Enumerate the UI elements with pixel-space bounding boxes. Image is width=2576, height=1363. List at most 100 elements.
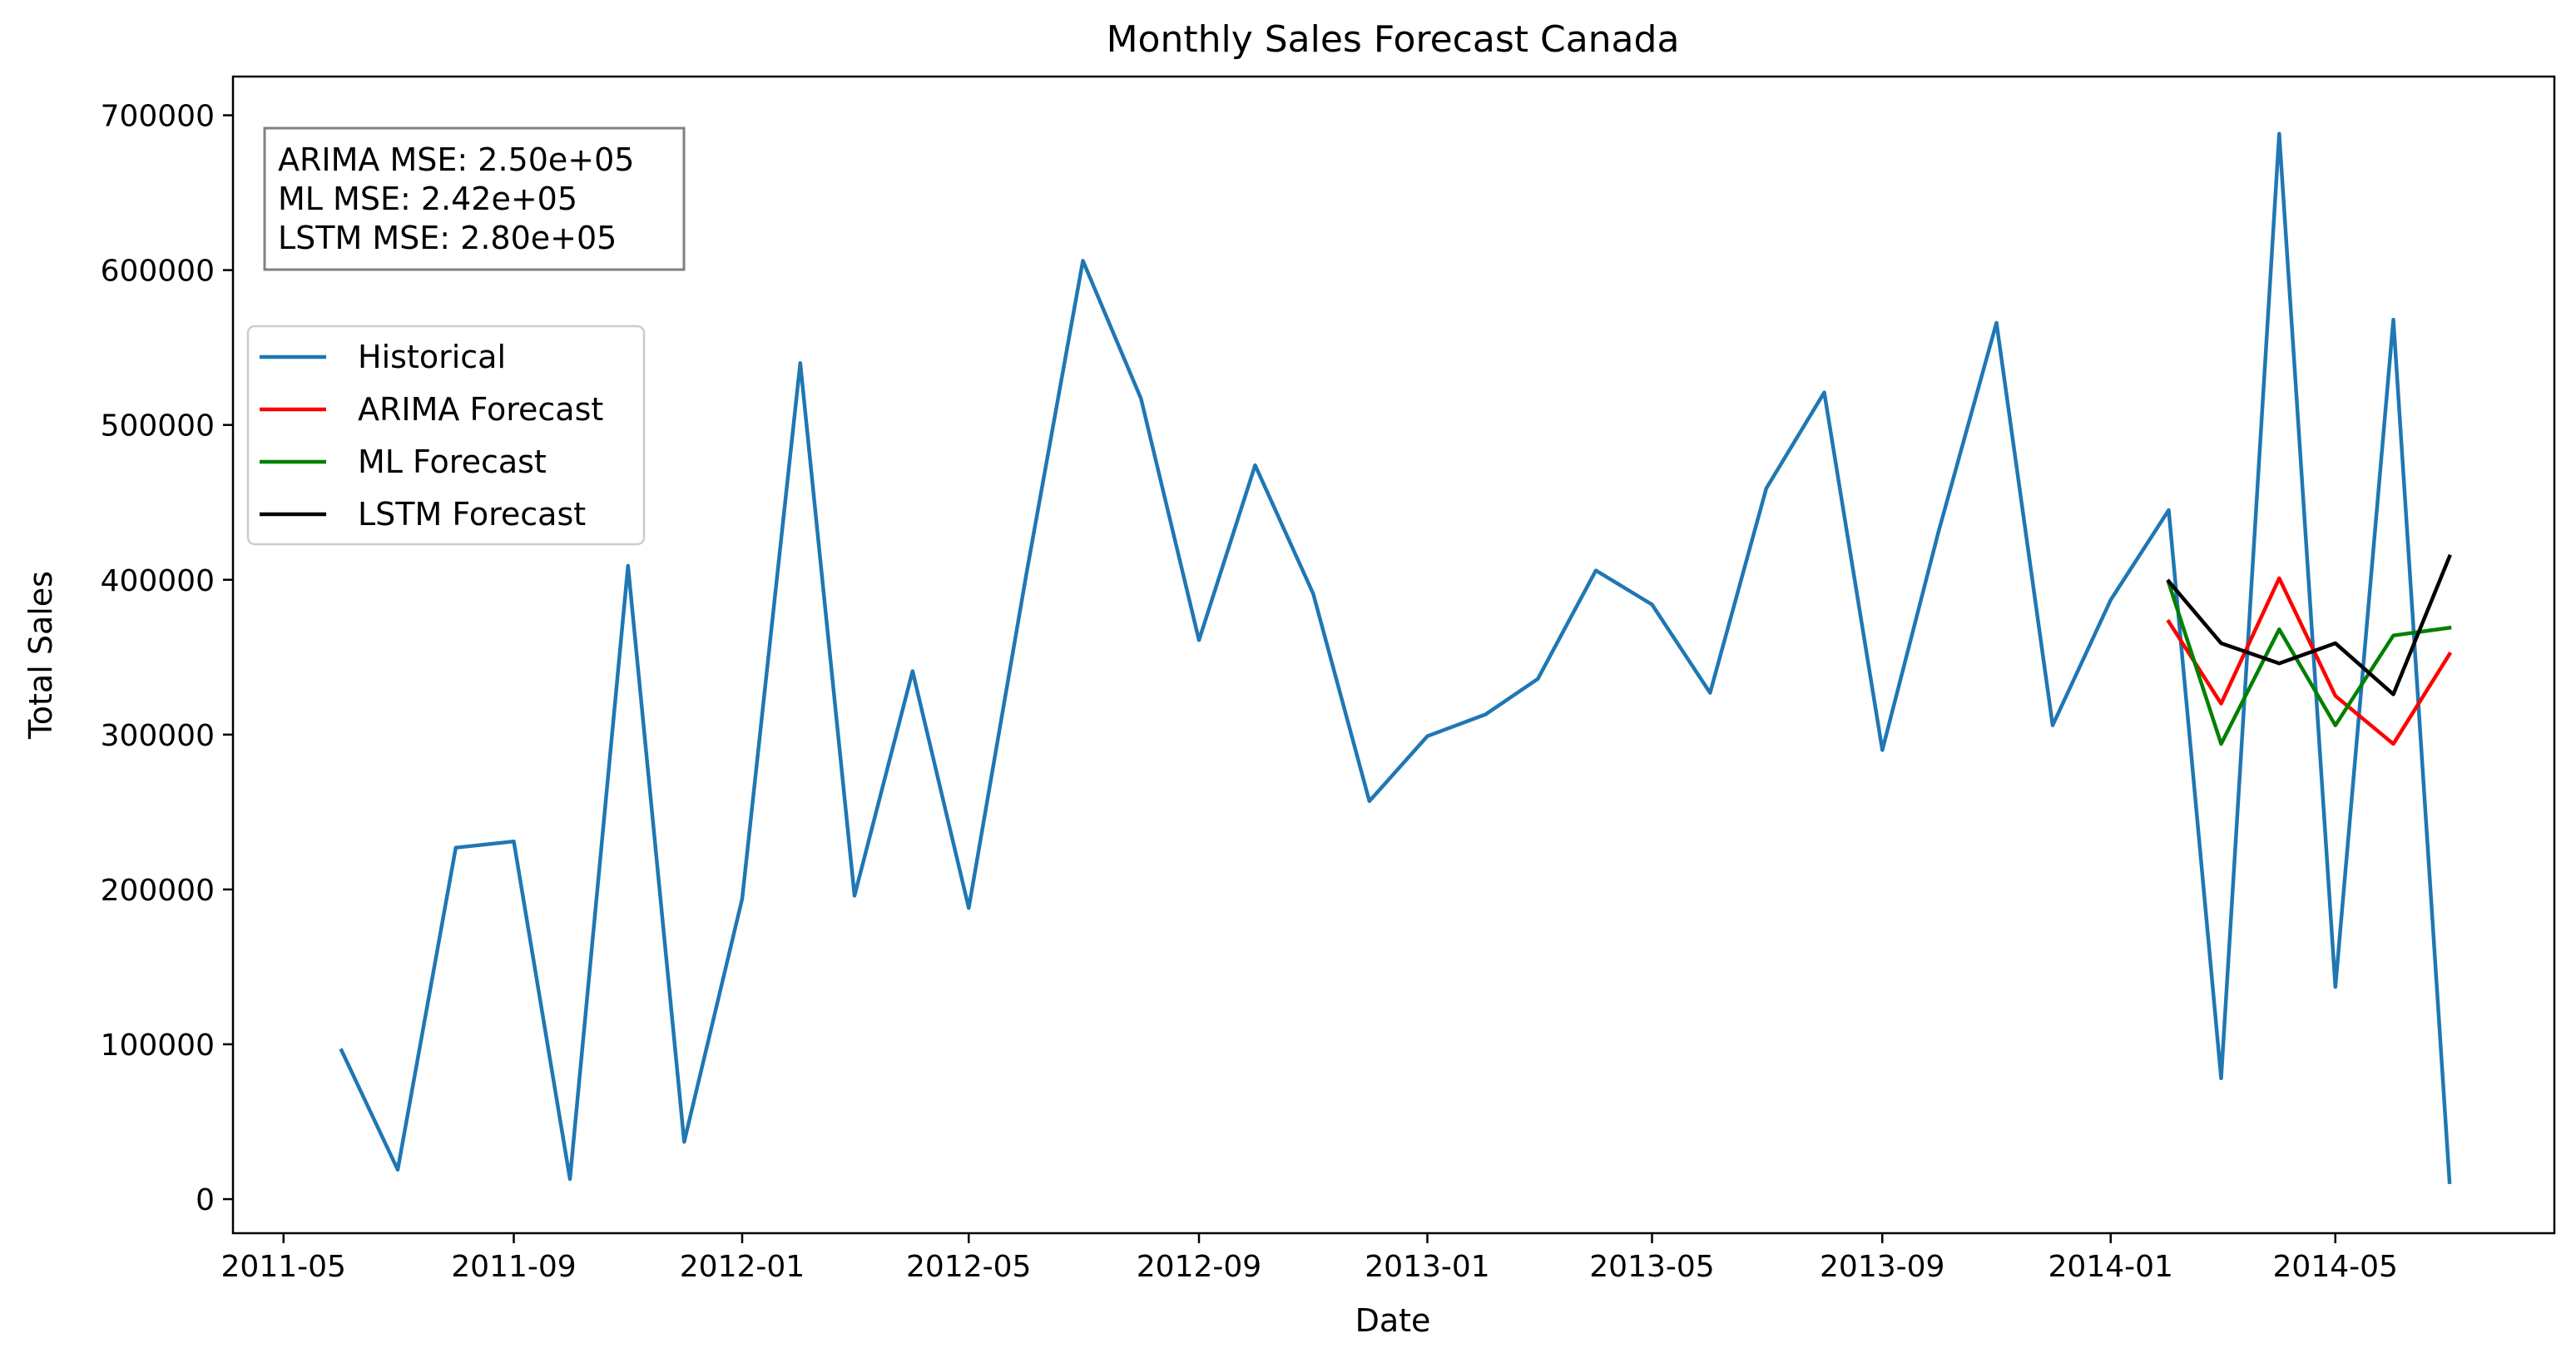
data-point-lstm-forecast [2392,692,2395,696]
data-point-historical [2220,1077,2223,1080]
data-point-historical [1823,391,1826,394]
legend-frame [246,325,646,546]
data-point-arima-forecast [2220,702,2223,706]
data-point-historical [853,894,856,897]
data-point-historical [1197,638,1201,642]
y-axis-label: Total Sales [22,571,59,740]
data-point-historical [2392,318,2395,321]
data-point-historical [1536,677,1539,681]
data-point-ml-forecast [2334,724,2337,727]
y-tick-label: 200000 [101,874,215,908]
data-point-ml-forecast [2448,626,2451,629]
legend-label: Historical [358,339,506,375]
data-point-historical [2167,508,2171,512]
data-point-arima-forecast [2277,577,2281,580]
plot-frame [231,75,2556,1235]
legend-item-arima-forecast: ARIMA Forecast [260,391,603,428]
y-tick-label: 100000 [101,1028,215,1063]
data-point-historical [568,1177,572,1181]
series-line-historical [339,131,2452,1184]
data-point-arima-forecast [2167,620,2171,623]
series-arima-forecast [2166,576,2453,746]
y-tick-label: 0 [196,1183,215,1217]
data-point-historical [1484,713,1487,716]
data-point-historical [396,1168,399,1172]
data-point-arima-forecast [2392,742,2395,746]
data-point-ml-forecast [2220,742,2223,746]
series-line-arima-forecast [2166,576,2453,746]
data-point-historical [1651,603,1654,607]
data-point-historical [2051,724,2054,727]
legend-item-ml-forecast: ML Forecast [260,444,547,480]
series-layer [339,131,2453,1184]
data-point-historical [1254,463,1257,467]
data-point-historical [1708,691,1712,695]
x-tick-label: 2013-05 [1589,1250,1714,1284]
data-point-historical [1995,321,1999,325]
mse-annotation-frame [263,126,686,271]
series-line-ml-forecast [2166,580,2452,746]
data-point-historical [2109,598,2113,602]
arima-mse-text: ARIMA MSE: 2.50e+05 [278,141,634,178]
series-historical [339,131,2452,1184]
data-point-lstm-forecast [2220,642,2223,645]
legend-label: ARIMA Forecast [358,391,603,428]
x-tick-label: 2013-09 [1820,1250,1944,1284]
lstm-mse-text: LSTM MSE: 2.80e+05 [278,220,617,256]
data-point-historical [682,1140,686,1143]
data-point-historical [1880,748,1884,751]
y-axis: 0 100000 200000 300000 400000 500000 600000 700… [101,100,233,1217]
x-tick-label: 2013-01 [1365,1250,1489,1284]
legend-item-historical: Historical [260,339,506,375]
x-axis: 2011-05 2011-09 2012-01 2012-05 2012-09 2013-… [221,1233,2398,1284]
chart-title: Monthly Sales Forecast Canada [1107,18,1680,61]
data-point-historical [1765,487,1768,490]
x-tick-label: 2012-01 [680,1250,805,1284]
data-point-historical [2334,985,2337,989]
data-point-historical [340,1048,344,1052]
series-lstm-forecast [2166,553,2452,696]
data-point-historical [2277,132,2281,136]
data-point-lstm-forecast [2448,555,2451,558]
legend-item-lstm-forecast: LSTM Forecast [260,496,586,533]
data-point-historical [1025,570,1028,573]
data-point-historical [799,361,802,364]
data-point-historical [967,906,970,909]
data-point-arima-forecast [2334,694,2337,697]
ml-mse-text: ML MSE: 2.42e+05 [278,181,577,217]
y-tick-label: 300000 [101,719,215,753]
data-point-ml-forecast [2392,634,2395,637]
data-point-arima-forecast [2448,652,2451,656]
x-tick-label: 2014-01 [2048,1250,2173,1284]
data-point-historical [1937,530,1940,533]
data-point-ml-forecast [2277,627,2281,631]
x-tick-label: 2011-05 [221,1250,346,1284]
data-point-historical [627,564,630,568]
data-point-historical [1311,592,1315,596]
data-point-historical [2448,1181,2451,1184]
data-point-historical [454,846,458,850]
data-point-historical [911,670,914,673]
y-tick-label: 500000 [101,409,215,444]
legend: Historical ARIMA Forecast ML Forecast LSTM … [246,325,646,546]
x-tick-label: 2014-05 [2273,1250,2398,1284]
data-point-historical [741,897,744,900]
series-line-lstm-forecast [2166,553,2452,696]
legend-label: ML Forecast [358,444,547,480]
data-point-lstm-forecast [2277,662,2281,665]
series-ml-forecast [2166,580,2452,746]
x-tick-label: 2011-09 [451,1250,576,1284]
x-axis-label: Date [1355,1302,1431,1339]
data-point-historical [1594,569,1598,572]
x-tick-label: 2012-05 [906,1250,1031,1284]
data-point-historical [1368,800,1371,803]
legend-label: LSTM Forecast [358,496,586,533]
data-point-historical [513,840,516,843]
y-tick-label: 600000 [101,255,215,289]
data-point-lstm-forecast [2334,642,2337,645]
data-point-historical [1139,397,1142,400]
y-tick-label: 400000 [101,564,215,598]
data-point-historical [1426,735,1429,738]
data-point-historical [1082,259,1085,262]
